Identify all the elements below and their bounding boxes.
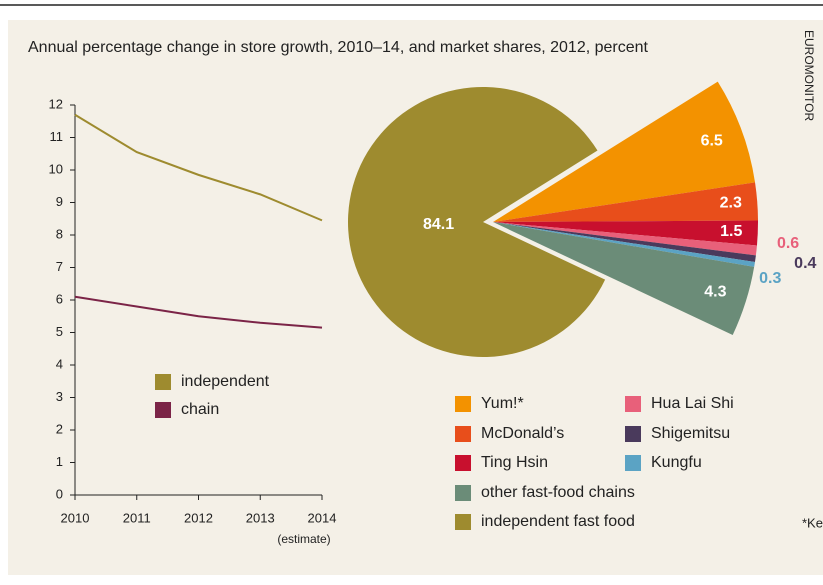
pie-slice bbox=[348, 86, 606, 357]
pie-slice bbox=[493, 182, 758, 222]
pie-slice bbox=[493, 222, 756, 262]
y-tick-label: 8 bbox=[56, 226, 63, 241]
legend-swatch bbox=[455, 514, 471, 530]
y-tick-label: 4 bbox=[56, 356, 63, 371]
legend-swatch bbox=[625, 455, 641, 471]
legend-label: McDonald’s bbox=[481, 425, 564, 442]
legend-swatch bbox=[625, 396, 641, 412]
y-tick-label: 7 bbox=[56, 259, 63, 274]
y-tick-label: 9 bbox=[56, 194, 63, 209]
y-tick-label: 5 bbox=[56, 324, 63, 339]
legend-swatch bbox=[455, 455, 471, 471]
chart-title: Annual percentage change in store growth… bbox=[28, 39, 649, 56]
legend-label: other fast-food chains bbox=[481, 484, 635, 501]
slice-label: 0.6 bbox=[777, 235, 799, 252]
pie-slice bbox=[493, 220, 758, 246]
legend-label: chain bbox=[181, 401, 219, 418]
slice-label: 1.5 bbox=[720, 223, 742, 240]
legend-label: Hua Lai Shi bbox=[651, 395, 734, 412]
legend-swatch bbox=[455, 396, 471, 412]
slice-label: 84.1 bbox=[423, 216, 454, 233]
y-tick-label: 10 bbox=[49, 161, 63, 176]
y-tick-label: 0 bbox=[56, 486, 63, 501]
y-tick-label: 11 bbox=[50, 129, 64, 144]
y-tick-label: 3 bbox=[56, 389, 63, 404]
legend-label: Kungfu bbox=[651, 454, 702, 471]
slice-label: 2.3 bbox=[720, 195, 742, 212]
y-tick-label: 12 bbox=[49, 96, 63, 111]
footnote: *Ke bbox=[802, 515, 823, 530]
x-tick-label: 2011 bbox=[123, 510, 151, 525]
legend-swatch bbox=[455, 426, 471, 442]
slice-label: 0.3 bbox=[759, 270, 781, 287]
legend-label: Ting Hsin bbox=[481, 454, 548, 471]
y-tick-label: 2 bbox=[56, 421, 63, 436]
legend-swatch bbox=[455, 485, 471, 501]
legend-swatch bbox=[625, 426, 641, 442]
x-annotation: (estimate) bbox=[277, 532, 330, 546]
x-tick-label: 2013 bbox=[246, 510, 275, 525]
source: EUROMONITOR bbox=[802, 30, 816, 121]
line-series bbox=[74, 295, 323, 329]
pie-slice bbox=[493, 222, 755, 335]
legend-label: independent bbox=[181, 373, 270, 390]
line-series bbox=[74, 113, 323, 222]
pie-slice bbox=[493, 81, 756, 222]
legend-label: Shigemitsu bbox=[651, 425, 730, 442]
slice-label: 0.4 bbox=[794, 255, 816, 272]
pie-slice bbox=[493, 222, 755, 267]
y-tick-label: 6 bbox=[56, 291, 63, 306]
slice-label: 6.5 bbox=[701, 132, 723, 149]
y-tick-label: 1 bbox=[56, 454, 63, 469]
x-tick-label: 2014 bbox=[308, 510, 337, 525]
legend-swatch bbox=[155, 402, 171, 418]
legend-swatch bbox=[155, 374, 171, 390]
pie-slice bbox=[493, 222, 757, 256]
x-tick-label: 2010 bbox=[61, 510, 90, 525]
x-tick-label: 2012 bbox=[184, 510, 213, 525]
slice-label: 4.3 bbox=[704, 283, 726, 300]
legend-label: independent fast food bbox=[481, 513, 635, 530]
legend-label: Yum!* bbox=[481, 395, 524, 412]
